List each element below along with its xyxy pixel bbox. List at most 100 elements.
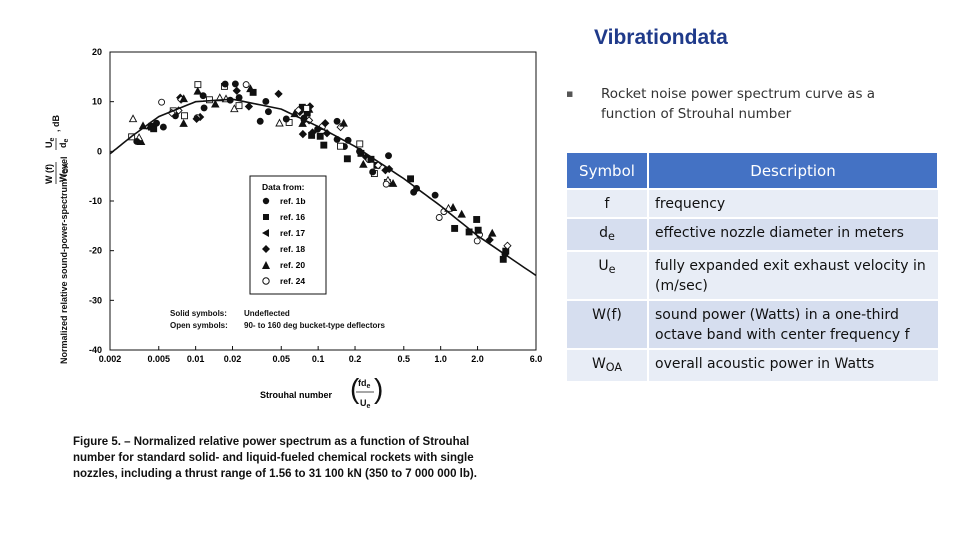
x-tick-label: 2.0 (471, 354, 484, 364)
data-point (451, 224, 459, 232)
svg-text:(: ( (350, 373, 360, 404)
data-point (457, 209, 466, 218)
symbol-cell: f (567, 188, 649, 218)
data-point (474, 226, 482, 234)
data-point (337, 142, 344, 150)
x-axis-formula: ( fde Ue ) (350, 373, 383, 410)
y-tick-label: 0 (97, 146, 102, 156)
data-point (356, 140, 364, 148)
data-point (282, 115, 290, 123)
data-point (308, 128, 317, 137)
data-point (487, 228, 497, 237)
description-cell: sound power (Watts) in a one-third octav… (648, 298, 938, 349)
legend-marker (262, 245, 270, 253)
legend-label: ref. 1b (280, 196, 306, 206)
legend-label: ref. 16 (280, 212, 305, 222)
table-row: WOA overall acoustic power in Watts (567, 347, 938, 381)
legend-label: ref. 24 (280, 276, 305, 286)
data-point (303, 104, 311, 112)
x-tick-label: 0.2 (349, 354, 362, 364)
data-point (264, 108, 272, 116)
x-tick-label: 0.1 (312, 354, 325, 364)
data-point (274, 89, 283, 99)
description-cell: overall acoustic power in Watts (648, 347, 938, 381)
svg-text:W (f): W (f) (44, 164, 54, 184)
data-point (339, 118, 348, 127)
fit-curve (109, 98, 537, 277)
header-symbol: Symbol (567, 153, 649, 189)
data-point (262, 97, 270, 105)
x-tick-label: 1.0 (434, 354, 447, 364)
data-point (211, 99, 220, 108)
svg-text:): ) (374, 373, 383, 404)
y-tick-label: -30 (89, 295, 102, 305)
data-point (407, 175, 415, 183)
legend-label: ref. 20 (280, 260, 305, 270)
table-row: f frequency (567, 188, 938, 218)
data-point (232, 86, 241, 95)
data-point (235, 102, 243, 110)
data-point (503, 241, 512, 250)
data-point (150, 125, 158, 133)
x-tick-label: 0.002 (99, 354, 122, 364)
data-point (316, 132, 324, 140)
data-point (431, 191, 439, 199)
data-point (231, 80, 239, 88)
data-point (410, 188, 418, 196)
data-point (359, 159, 368, 168)
data-point (294, 106, 303, 115)
x-tick-label: 0.05 (273, 354, 291, 364)
data-point (435, 214, 443, 221)
x-tick-label: 0.005 (147, 354, 170, 364)
y-tick-label: -10 (89, 196, 102, 206)
y-tick-label: 10 (92, 97, 102, 107)
data-point (194, 81, 202, 89)
symbol-table: Symbol Description f frequency de effect… (567, 153, 939, 381)
y-axis-formula: W (f) WOA Ue de , dB (44, 115, 70, 184)
data-point (333, 117, 341, 125)
data-point (275, 118, 284, 127)
data-point (321, 119, 330, 128)
svg-text:de: de (58, 139, 70, 149)
data-point (179, 94, 188, 103)
data-point (473, 216, 481, 223)
data-point (256, 117, 264, 125)
description-cell: frequency (648, 188, 938, 218)
slide-title: Vibrationdata (594, 26, 728, 49)
symbol-cell: de (567, 217, 649, 251)
symbol-cell: W(f) (567, 298, 649, 349)
data-point (200, 104, 208, 112)
data-point (158, 98, 166, 106)
x-tick-label: 0.02 (224, 354, 242, 364)
data-point (193, 86, 202, 95)
header-description: Description (648, 153, 939, 189)
legend-marker (263, 214, 269, 220)
data-point (369, 168, 377, 176)
x-tick-label: 6.0 (530, 354, 543, 364)
data-point (448, 203, 458, 211)
legend-box: Data from: ref. 1b ref. 16 ref. 17 ref. 18 r… (249, 175, 327, 295)
svg-text:, dB: , dB (51, 115, 61, 132)
data-point (244, 102, 254, 111)
data-point (473, 237, 481, 245)
description-cell: fully expanded exit exhaust velocity in … (648, 249, 938, 300)
x-tick-label: 0.5 (398, 354, 411, 364)
bullet-marker: ▪ (566, 87, 574, 100)
open-value: 90- to 160 deg bucket-type deflectors (244, 321, 385, 330)
open-label: Open symbols: (170, 321, 228, 330)
data-point (179, 119, 188, 127)
data-point (205, 96, 213, 104)
description-cell: effective nozzle diameter in meters (648, 217, 938, 251)
legend-label: ref. 18 (280, 244, 305, 254)
data-point (320, 141, 328, 149)
table-row: de effective nozzle diameter in meters (567, 217, 938, 251)
legend-marker (262, 277, 270, 285)
table-row: W(f) sound power (Watts) in a one-third … (567, 298, 938, 349)
solid-value: Undeflected (244, 309, 290, 318)
data-point (343, 155, 351, 163)
x-tick-labels: 0.002 0.005 0.01 0.02 0.05 0.1 0.2 0.5 1.0 2.0 6.0 (99, 346, 543, 364)
x-axis-label: Strouhal number (260, 390, 333, 400)
legend-marker (262, 197, 270, 205)
table-row: Ue fully expanded exit exhaust velocity … (567, 249, 938, 300)
svg-text:WOA: WOA (58, 163, 70, 182)
